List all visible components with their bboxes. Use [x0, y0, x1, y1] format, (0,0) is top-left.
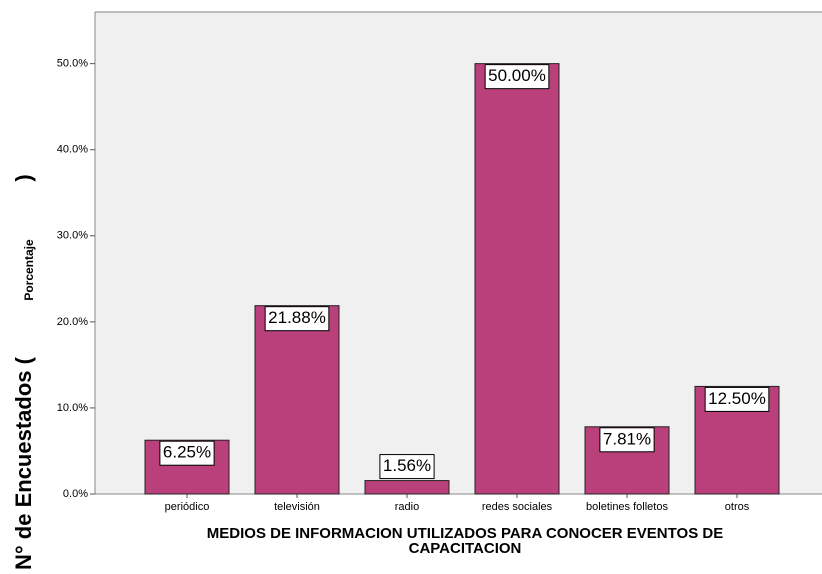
y-axis-title: N° de Encuestados (	[11, 356, 36, 570]
y-tick-label: 50.0%	[57, 58, 88, 70]
x-tick-label: otros	[725, 501, 750, 513]
data-label-box	[159, 440, 215, 466]
y-tick-label: 30.0%	[57, 230, 88, 242]
x-axis-title: CAPACITACION	[409, 540, 522, 557]
data-label: 21.88%	[268, 308, 326, 327]
data-label: 1.56%	[383, 456, 431, 475]
data-label-box	[484, 64, 550, 90]
bar	[474, 63, 560, 495]
y-tick-label: 40.0%	[57, 144, 88, 156]
bar	[364, 480, 450, 495]
y-tick-label: 20.0%	[57, 316, 88, 328]
x-tick-label: boletines folletos	[586, 501, 668, 513]
bar	[254, 305, 340, 495]
y-tick-label: 0.0%	[63, 488, 88, 500]
data-label: 6.25%	[163, 443, 211, 462]
data-label-box	[379, 454, 435, 480]
x-tick-label: redes sociales	[482, 501, 553, 513]
x-tick-label: periódico	[165, 501, 210, 513]
data-label: 50.00%	[488, 66, 546, 85]
data-label-box	[599, 427, 655, 453]
x-axis-title: MEDIOS DE INFORMACION UTILIZADOS PARA CO…	[207, 525, 723, 542]
y-axis-title: Porcentaje	[22, 239, 36, 301]
x-tick-label: televisión	[274, 501, 320, 513]
data-label-box	[704, 386, 770, 412]
data-label-box	[264, 306, 330, 332]
y-tick-label: 10.0%	[57, 402, 88, 414]
x-tick-label: radio	[395, 501, 419, 513]
data-label: 12.50%	[708, 389, 766, 408]
y-axis-title: )	[11, 174, 36, 181]
data-label: 7.81%	[603, 429, 651, 448]
